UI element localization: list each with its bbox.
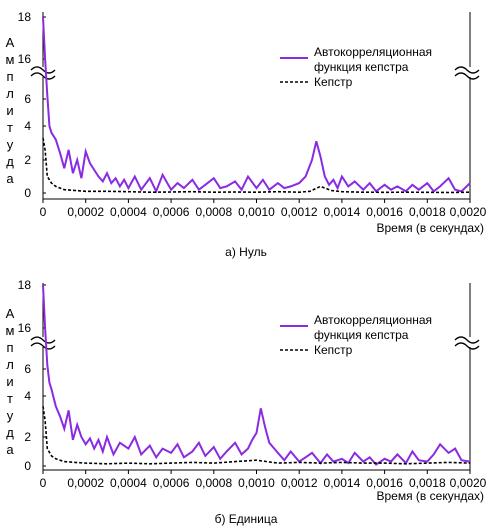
x-tick-label: 0,0006 xyxy=(153,205,190,219)
series-line-cepstrum xyxy=(42,137,471,194)
x-tick-label: 0 xyxy=(40,205,47,219)
axis-break-gap xyxy=(459,337,475,347)
axis-break-gap xyxy=(35,337,51,347)
x-tick-label: 0,0014 xyxy=(324,476,361,490)
x-tick-label: 0,0008 xyxy=(195,205,232,219)
x-tick-label: 0,0020 xyxy=(450,205,487,219)
y-axis-title-char: А xyxy=(6,306,15,321)
x-tick-label: 0,0002 xyxy=(67,476,104,490)
y-axis-title-char: у xyxy=(7,137,14,152)
x-tick-label: 0,0012 xyxy=(281,476,318,490)
legend-label-autocorrelation: Автокорреляционная xyxy=(314,313,432,327)
legend-label-autocorrelation-line2: функция кепстра xyxy=(314,328,409,342)
y-tick-label: 2 xyxy=(24,153,31,167)
y-axis-title-char: т xyxy=(7,120,13,135)
y-axis-title-char: д xyxy=(6,154,14,169)
x-tick-label: 0,0010 xyxy=(238,205,275,219)
y-tick-label: 16 xyxy=(18,321,32,335)
y-tick-label: 4 xyxy=(24,119,31,133)
axis-break-mark xyxy=(30,72,56,80)
legend-label-cepstrum: Кепстр xyxy=(314,343,353,357)
y-tick-label: 18 xyxy=(18,278,32,292)
y-tick-label: 4 xyxy=(24,389,31,403)
axis-break-mark xyxy=(30,336,56,344)
chart-caption: б) Единица xyxy=(215,512,278,526)
axis-break-mark xyxy=(454,336,480,344)
y-tick-label: 2 xyxy=(24,430,31,444)
axis-break-mark xyxy=(454,66,480,74)
x-tick-label: 0,0006 xyxy=(153,476,190,490)
series-line-autocorrelation xyxy=(42,16,471,194)
y-axis-title-char: а xyxy=(6,171,14,186)
y-axis-title-char: м xyxy=(6,52,15,67)
x-tick-label: 0,0014 xyxy=(324,205,361,219)
y-tick-label: 18 xyxy=(18,10,32,24)
x-tick-label: 0,0002 xyxy=(67,205,104,219)
x-tick-label: 0,0018 xyxy=(409,205,446,219)
chart-caption: а) Нуль xyxy=(225,245,267,259)
x-tick-label: 0,0012 xyxy=(281,205,318,219)
y-axis-title-char: А xyxy=(6,35,15,50)
series-line-cepstrum xyxy=(42,406,471,465)
x-tick-label: 0,0010 xyxy=(238,476,275,490)
x-tick-label: 0,0020 xyxy=(450,476,487,490)
y-axis-title-char: а xyxy=(6,442,14,457)
axis-break-gap xyxy=(35,67,51,77)
y-tick-label: 6 xyxy=(24,362,31,376)
axis-break-mark xyxy=(454,72,480,80)
x-tick-label: 0,0018 xyxy=(409,476,446,490)
legend-label-autocorrelation-line2: функция кепстра xyxy=(314,60,409,74)
y-axis-title-char: д xyxy=(6,425,14,440)
x-tick-label: 0,0004 xyxy=(110,476,147,490)
series-line-autocorrelation xyxy=(42,284,471,466)
axis-break-mark xyxy=(30,66,56,74)
y-axis-title-char: т xyxy=(7,391,13,406)
x-tick-label: 0,0008 xyxy=(195,476,232,490)
y-tick-label: 16 xyxy=(18,52,32,66)
x-tick-label: 0,0004 xyxy=(110,205,147,219)
legend-label-cepstrum: Кепстр xyxy=(314,75,353,89)
y-axis-title-char: и xyxy=(6,374,13,389)
y-axis-title-char: и xyxy=(6,103,13,118)
y-axis-title-char: л xyxy=(6,357,14,372)
y-axis-title-char: п xyxy=(6,340,13,355)
x-tick-label: 0,0016 xyxy=(366,476,403,490)
y-axis-title-char: м xyxy=(6,323,15,338)
x-tick-label: 0,0016 xyxy=(366,205,403,219)
y-axis-title-char: у xyxy=(7,408,14,423)
axis-break-gap xyxy=(459,67,475,77)
legend-label-autocorrelation: Автокорреляционная xyxy=(314,45,432,59)
axis-break-mark xyxy=(30,342,56,350)
axis-break-mark xyxy=(454,342,480,350)
y-axis-title-char: л xyxy=(6,86,14,101)
x-tick-label: 0 xyxy=(40,476,47,490)
x-axis-title: Время (в секундах) xyxy=(377,489,485,503)
x-axis-title: Время (в секундах) xyxy=(377,221,485,235)
y-tick-label: 0 xyxy=(24,186,31,200)
y-axis-title-char: п xyxy=(6,69,13,84)
y-tick-label: 6 xyxy=(24,92,31,106)
y-tick-label: 0 xyxy=(24,459,31,473)
